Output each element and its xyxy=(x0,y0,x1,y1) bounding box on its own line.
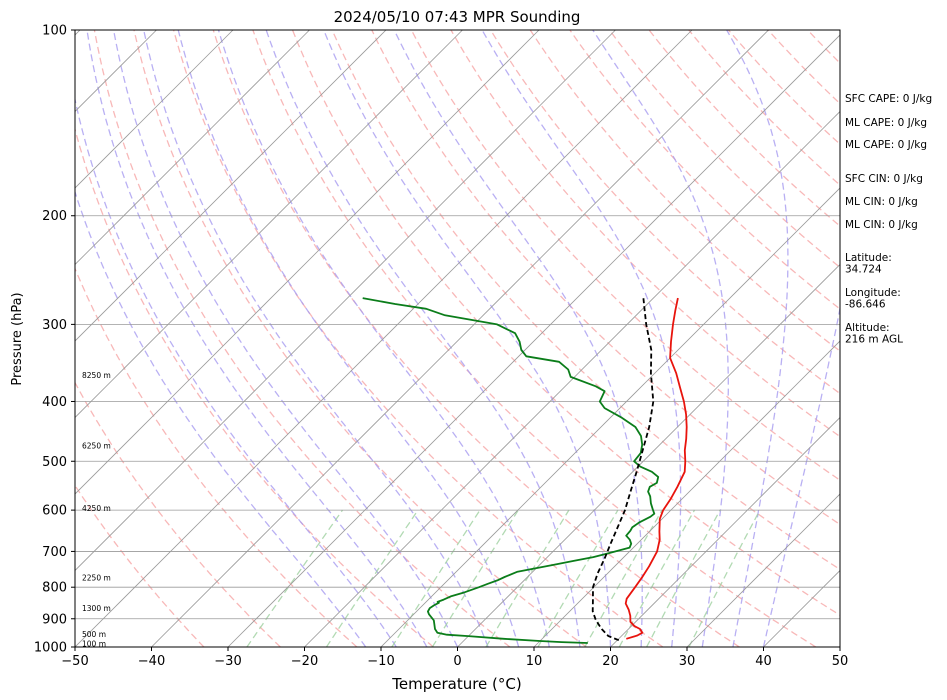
dry-adiabat xyxy=(172,30,664,647)
isotherm xyxy=(75,30,234,189)
x-tick-label: −50 xyxy=(61,654,88,669)
y-tick-label: 800 xyxy=(42,581,67,596)
dewpoint-line xyxy=(362,297,660,644)
height-label: 4250 m xyxy=(82,504,111,513)
x-tick-label: −30 xyxy=(214,654,241,669)
height-label: 500 m xyxy=(82,630,106,639)
isotherm xyxy=(75,30,540,495)
dry-adiabat xyxy=(75,484,205,647)
x-tick-label: 20 xyxy=(602,654,619,669)
x-tick-label: −20 xyxy=(291,654,318,669)
x-tick-label: −40 xyxy=(138,654,165,669)
x-tick-label: 10 xyxy=(526,654,543,669)
sounding-traces xyxy=(362,297,688,644)
dry-adiabat xyxy=(331,30,840,571)
dry-adiabat xyxy=(75,381,281,647)
isotherm xyxy=(610,416,840,647)
x-axis: −50 −40 −30 −20 −10 0 10 20 30 40 50 xyxy=(61,647,848,669)
side-panel-label: Altitude: xyxy=(845,322,890,334)
side-panel-label: SFC CIN: 0 J/kg xyxy=(845,173,923,185)
moist-adiabat xyxy=(75,189,367,647)
y-tick-label: 400 xyxy=(42,395,67,410)
side-panel-label: ML CIN: 0 J/kg xyxy=(845,219,918,231)
height-label: 100 m xyxy=(82,639,106,648)
side-panel-label: Longitude: xyxy=(845,287,901,299)
isotherm xyxy=(457,263,840,647)
isotherm xyxy=(686,493,840,647)
mixing-ratio-line xyxy=(391,509,481,647)
x-tick-label: −10 xyxy=(367,654,394,669)
isotherm xyxy=(75,30,616,572)
dry-adiabat xyxy=(252,30,817,647)
x-tick-label: 0 xyxy=(453,654,461,669)
y-tick-label: 700 xyxy=(42,545,67,560)
chart-title: 2024/05/10 07:43 MPR Sounding xyxy=(334,8,581,26)
x-tick-label: 30 xyxy=(679,654,696,669)
isotherm xyxy=(380,187,840,647)
dry-adiabat xyxy=(75,127,434,647)
y-tick-label: 200 xyxy=(42,209,67,224)
height-label: 8250 m xyxy=(82,371,111,380)
y-tick-label: 1000 xyxy=(34,641,67,656)
side-panel: SFC CAPE: 0 J/kg ML CAPE: 0 J/kg ML CAPE: … xyxy=(845,93,932,346)
isotherm xyxy=(75,30,310,266)
side-panel-value: 34.724 xyxy=(845,264,882,276)
x-tick-label: 50 xyxy=(832,654,849,669)
isotherm xyxy=(75,30,463,419)
dry-adiabat xyxy=(212,30,740,647)
moist-adiabat xyxy=(265,30,581,647)
isotherm xyxy=(151,30,769,647)
mixing-ratio-line xyxy=(688,509,761,647)
y-tick-label: 100 xyxy=(42,24,67,39)
y-tick-label: 600 xyxy=(42,504,67,519)
moist-adiabat xyxy=(726,30,789,647)
side-panel-label: ML CAPE: 0 J/kg xyxy=(845,139,927,151)
side-panel-label: Latitude: xyxy=(845,252,892,264)
isotherm xyxy=(75,30,693,647)
moist-adiabat xyxy=(762,305,840,647)
dry-adiabat xyxy=(75,266,358,647)
moist-adiabat xyxy=(393,30,643,647)
y-axis: 1000 900 800 700 600 500 400 300 200 100 xyxy=(34,24,75,656)
moist-adiabat xyxy=(143,30,489,647)
side-panel-label: ML CAPE: 0 J/kg xyxy=(845,117,927,129)
moist-adiabat xyxy=(112,30,459,647)
y-tick-label: 300 xyxy=(42,318,67,333)
y-tick-label: 500 xyxy=(42,455,67,470)
isotherm xyxy=(0,30,4,647)
isotherm xyxy=(304,110,840,647)
height-label: 2250 m xyxy=(82,574,111,583)
dry-adiabat xyxy=(133,30,587,647)
moist-adiabat xyxy=(86,30,428,647)
height-label: 6250 m xyxy=(82,441,111,450)
moist-adiabat xyxy=(217,30,550,647)
plot-frame xyxy=(74,29,841,648)
side-panel-value: -86.646 xyxy=(845,299,886,311)
temperature-line xyxy=(624,297,688,640)
height-label: 1300 m xyxy=(82,604,111,613)
isotherm xyxy=(75,30,387,342)
side-panel-value: 216 m AGL xyxy=(845,334,903,346)
background-lines xyxy=(0,30,840,647)
dry-adiabat xyxy=(93,30,511,647)
moist-adiabat xyxy=(75,96,397,647)
mixing-ratio-line xyxy=(431,509,519,647)
side-panel-label: ML CIN: 0 J/kg xyxy=(845,196,918,208)
side-panel-label: SFC CAPE: 0 J/kg xyxy=(845,93,932,105)
isotherm xyxy=(533,340,840,647)
moist-adiabat xyxy=(481,30,682,647)
dry-adiabat xyxy=(291,30,840,616)
moist-adiabat xyxy=(177,30,520,647)
parcel-profile-line xyxy=(591,298,655,642)
y-axis-label: Pressure (hPa) xyxy=(10,292,25,385)
x-tick-label: 40 xyxy=(755,654,772,669)
dry-adiabat xyxy=(410,30,840,481)
mixing-ratio-line xyxy=(246,509,344,647)
dry-adiabat xyxy=(371,30,840,526)
y-tick-label: 900 xyxy=(42,612,67,627)
isotherm xyxy=(227,34,840,647)
x-axis-label: Temperature (°C) xyxy=(391,675,521,693)
